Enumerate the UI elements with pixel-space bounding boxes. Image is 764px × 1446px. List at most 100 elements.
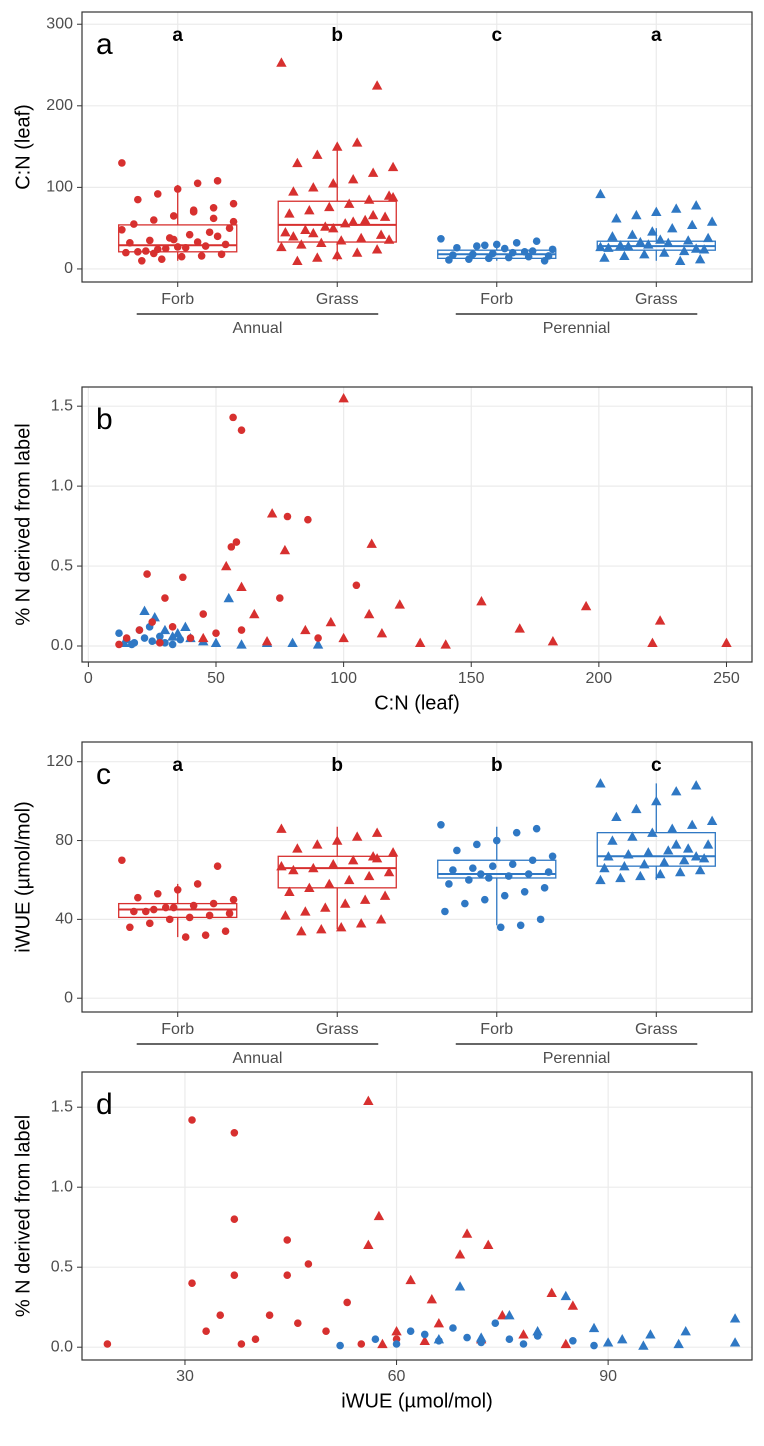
panel-border: [81, 741, 753, 1013]
data-point: [560, 1290, 572, 1301]
data-point: [217, 250, 226, 259]
data-point: [189, 901, 198, 910]
data-point: [477, 870, 485, 878]
data-point: [461, 1228, 473, 1238]
data-point: [516, 921, 525, 930]
data-point: [165, 915, 174, 924]
data-point: [363, 870, 375, 881]
data-point: [690, 243, 702, 253]
data-point: [167, 631, 178, 641]
data-point: [671, 203, 682, 213]
data-point: [338, 632, 349, 643]
data-point: [504, 253, 513, 262]
data-point: [445, 256, 453, 264]
data-point: [379, 890, 391, 900]
data-point: [375, 229, 387, 239]
data-point: [127, 640, 136, 649]
data-point: [340, 218, 351, 228]
data-point: [654, 615, 666, 625]
panel-border: [81, 1071, 753, 1361]
data-point: [420, 1330, 429, 1339]
data-point: [441, 907, 449, 916]
data-point: [213, 232, 222, 241]
data-point: [484, 254, 493, 263]
data-point: [528, 856, 537, 865]
y-tick-label: 0.0: [51, 637, 73, 654]
data-point: [680, 1326, 691, 1336]
data-point: [379, 211, 391, 221]
data-point: [639, 249, 650, 259]
data-point: [199, 610, 208, 618]
data-point: [352, 581, 361, 590]
data-point: [145, 236, 154, 245]
data-point: [419, 1335, 430, 1345]
data-point: [392, 1340, 401, 1348]
panel-border: [81, 11, 753, 283]
data-point: [508, 860, 517, 868]
group-label: Perennial: [543, 320, 611, 337]
data-point: [465, 876, 473, 884]
x-tick-label: 0: [84, 670, 93, 687]
data-point: [118, 159, 126, 167]
data-point: [185, 913, 194, 922]
data-point: [159, 624, 171, 635]
data-point: [221, 927, 230, 935]
data-point: [149, 216, 158, 224]
data-point: [391, 1326, 402, 1336]
data-point: [103, 1340, 112, 1348]
data-point: [320, 221, 331, 231]
data-point: [512, 239, 521, 247]
data-point: [300, 224, 311, 234]
panel-label: a: [96, 28, 113, 61]
data-point: [261, 636, 273, 646]
data-point: [229, 895, 238, 904]
data-point: [213, 862, 222, 870]
x-tick-label: Grass: [316, 1021, 359, 1038]
x-tick-label: 60: [388, 1368, 406, 1385]
data-point: [635, 870, 646, 881]
data-point: [595, 241, 606, 252]
data-point: [603, 851, 614, 861]
data-point: [296, 239, 307, 249]
data-point: [221, 240, 230, 249]
data-point: [611, 213, 622, 223]
data-point: [237, 626, 246, 634]
data-point: [639, 858, 650, 869]
data-point: [177, 252, 186, 261]
data-point: [351, 831, 363, 841]
data-point: [209, 203, 218, 212]
data-point: [336, 235, 347, 245]
data-point: [595, 188, 606, 199]
data-point: [176, 635, 185, 644]
significance-letter: c: [491, 25, 502, 46]
data-point: [514, 623, 525, 633]
data-point: [347, 216, 359, 226]
box: [118, 224, 238, 253]
data-point: [647, 226, 658, 236]
panel-background: [82, 387, 752, 662]
data-point: [702, 839, 714, 849]
data-point: [304, 515, 312, 524]
data-point: [148, 637, 156, 646]
data-point: [140, 634, 149, 642]
data-point: [185, 230, 194, 239]
data-point: [126, 923, 134, 932]
x-tick-label: Forb: [161, 1021, 194, 1038]
y-tick-label: 200: [46, 97, 73, 114]
data-point: [324, 878, 335, 889]
data-point: [548, 245, 557, 254]
data-point: [500, 244, 509, 253]
data-point: [453, 846, 461, 855]
data-point: [336, 1341, 344, 1350]
data-point: [122, 634, 131, 642]
data-point: [686, 819, 698, 829]
data-point: [602, 1337, 614, 1347]
data-point: [230, 1271, 239, 1279]
data-point: [280, 227, 291, 237]
data-point: [433, 1318, 445, 1328]
data-point: [276, 241, 287, 252]
data-point: [265, 1311, 274, 1319]
data-point: [492, 836, 501, 845]
y-tick-label: 40: [55, 911, 73, 928]
data-point: [433, 1334, 445, 1344]
